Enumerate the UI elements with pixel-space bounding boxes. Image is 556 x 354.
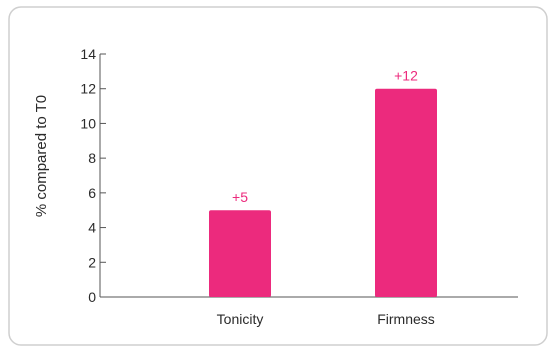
- y-tick-label: 0: [88, 289, 96, 305]
- y-tick-label: 8: [88, 150, 96, 166]
- data-label: +5: [232, 189, 248, 205]
- x-tick-label: Firmness: [377, 311, 435, 327]
- y-tick-label: 6: [88, 185, 96, 201]
- y-tick-label: 10: [80, 115, 96, 131]
- y-tick-label: 4: [88, 220, 96, 236]
- bar-tonicity: [209, 210, 271, 297]
- bar-firmness: [375, 88, 437, 297]
- y-axis-label: % compared to T0: [33, 95, 50, 217]
- y-tick-label: 2: [88, 254, 96, 270]
- bar-chart: 0 2 4 6 8 10 12 14 +5 Tonicity +12 Firmness % comp…: [8, 6, 548, 346]
- chart-container: 0 2 4 6 8 10 12 14 +5 Tonicity +12 Firmness % comp…: [8, 6, 548, 346]
- x-tick-label: Tonicity: [217, 311, 264, 327]
- y-tick-label: 14: [80, 46, 96, 62]
- data-label: +12: [394, 68, 418, 84]
- y-tick-label: 12: [80, 81, 96, 97]
